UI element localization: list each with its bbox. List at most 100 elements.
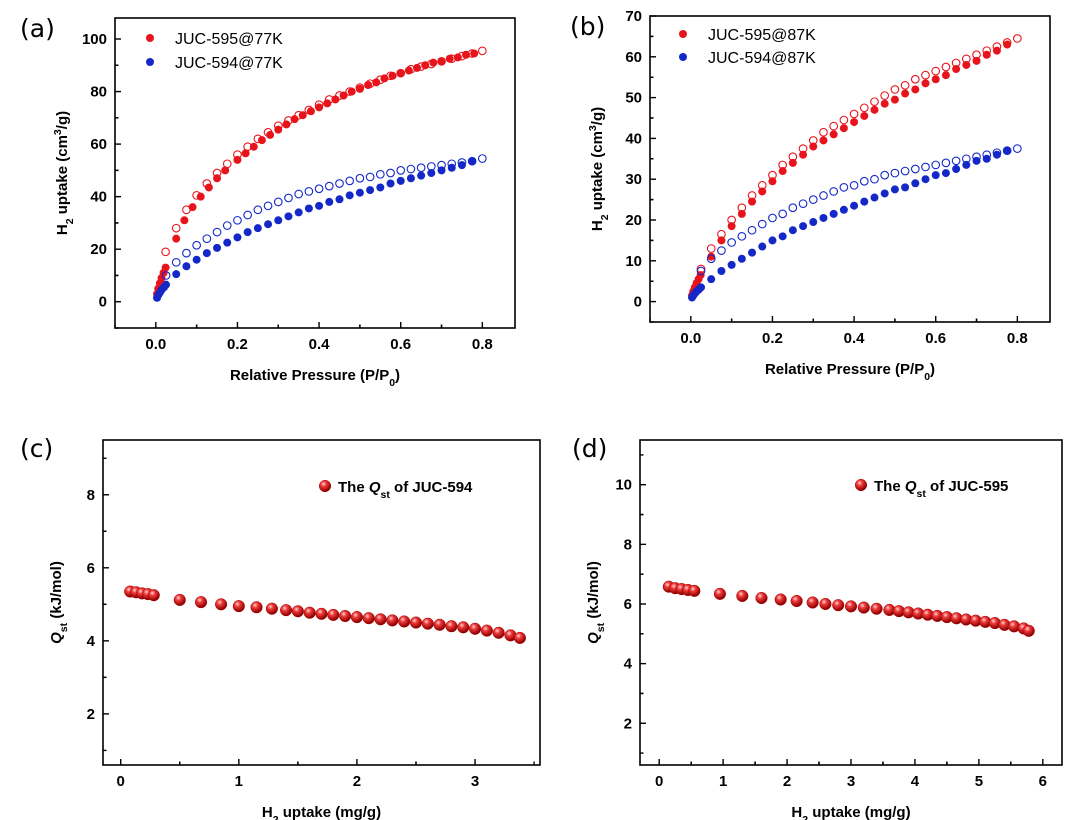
data-point (757, 219, 767, 229)
data-point (282, 120, 291, 129)
x-tick-label: 0.6 (390, 336, 411, 353)
data-point (492, 626, 505, 639)
data-point (375, 169, 385, 179)
data-point (396, 68, 406, 78)
data-point (161, 247, 170, 257)
data-point (232, 600, 245, 613)
data-point (870, 174, 879, 184)
data-point (222, 221, 232, 230)
data-point (192, 255, 201, 264)
data-point (457, 158, 467, 167)
data-point (192, 240, 201, 250)
data-point (706, 244, 716, 253)
data-point (171, 223, 181, 233)
data-point (355, 188, 364, 197)
data-point (921, 175, 930, 184)
x-tick-label: 3 (471, 773, 479, 790)
data-point (839, 183, 849, 192)
y-tick-label: 8 (624, 536, 632, 553)
data-point (859, 103, 869, 113)
x-tick-label: 0.0 (680, 330, 701, 347)
data-point (345, 176, 355, 186)
y-axis-title: Qst (kJ/mol) (48, 561, 70, 644)
legend-label: JUC-594@77K (175, 55, 283, 72)
data-point (778, 167, 787, 176)
x-tick-label: 2 (783, 773, 791, 790)
data-point (1012, 144, 1022, 153)
data-point (406, 174, 415, 183)
data-point (747, 191, 757, 200)
y-tick-label: 50 (625, 90, 642, 107)
legend-marker (146, 34, 154, 42)
data-point (315, 103, 324, 112)
plot-frame (114, 17, 516, 329)
y-tick-label: 8 (87, 487, 95, 504)
data-point (1002, 38, 1012, 47)
data-point (182, 262, 191, 271)
data-point (768, 213, 777, 223)
y-tick-label: 20 (625, 212, 642, 229)
x-tick-label: 0.6 (925, 330, 946, 347)
data-point (758, 187, 767, 196)
plot-frame (649, 15, 1051, 323)
y-tick-label: 100 (82, 31, 107, 48)
data-point (768, 177, 777, 186)
data-point (1002, 146, 1012, 155)
data-point (1012, 34, 1022, 43)
data-point (829, 130, 838, 139)
y-tick-label: 0 (99, 294, 107, 311)
data-point (171, 257, 181, 267)
data-point (304, 204, 313, 213)
y-tick-label: 6 (87, 560, 95, 577)
data-point (727, 215, 736, 225)
data-point (212, 227, 222, 237)
data-point (180, 216, 189, 225)
data-point (962, 60, 971, 69)
data-point (911, 85, 920, 94)
x-tick-label: 3 (847, 773, 855, 790)
data-point (982, 46, 992, 56)
panel-label: (c) (20, 434, 53, 463)
x-tick-label: 4 (911, 773, 920, 790)
data-point (890, 168, 900, 178)
data-point (809, 218, 818, 227)
data-point (880, 91, 890, 100)
data-point (386, 168, 395, 178)
data-point (921, 70, 930, 80)
data-point (426, 59, 436, 69)
data-point (758, 242, 767, 251)
data-point (202, 249, 211, 258)
y-tick-label: 10 (615, 477, 632, 494)
data-point (706, 254, 716, 264)
data-point (992, 148, 1002, 158)
data-point (386, 614, 399, 627)
data-point (951, 58, 961, 68)
data-point (952, 165, 961, 173)
legend-marker (854, 478, 868, 492)
data-point (284, 116, 293, 125)
data-point (172, 270, 181, 279)
data-point (819, 597, 832, 611)
data-point (202, 234, 212, 244)
data-point (233, 215, 242, 225)
data-point (249, 142, 258, 151)
data-point (992, 42, 1002, 51)
data-point (284, 193, 293, 203)
data-point (839, 205, 848, 214)
y-tick-label: 0 (634, 294, 642, 311)
data-point (215, 598, 228, 611)
data-point (233, 233, 242, 242)
data-point (900, 166, 910, 176)
data-point (388, 71, 397, 80)
data-point (788, 226, 797, 235)
data-point (273, 197, 283, 207)
data-point (707, 252, 716, 261)
legend: The Qst of JUC-594 (318, 479, 473, 501)
data-point (457, 621, 470, 634)
data-point (737, 231, 747, 241)
data-point (467, 156, 477, 166)
data-point (931, 171, 940, 180)
data-point (437, 160, 446, 170)
data-point (799, 150, 808, 159)
